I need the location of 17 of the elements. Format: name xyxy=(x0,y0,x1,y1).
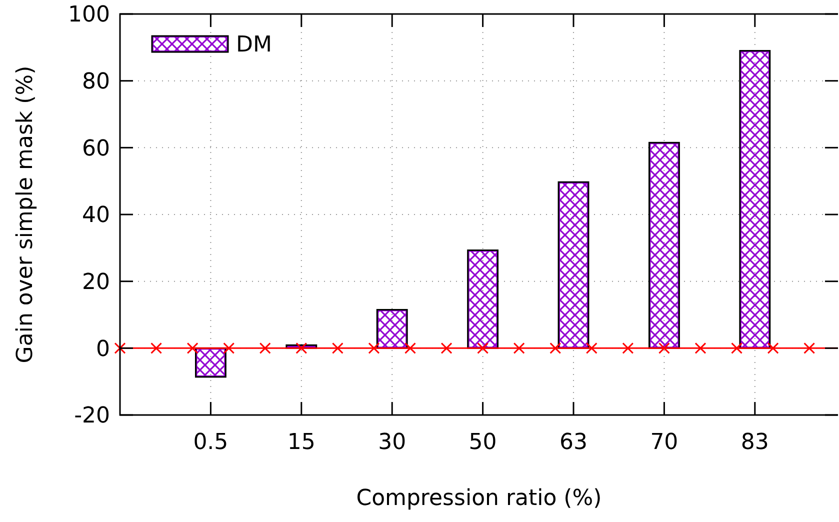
y-axis-title: Gain over simple mask (%) xyxy=(13,66,38,364)
y-tick-label: 60 xyxy=(82,136,110,162)
x-tick-label: 50 xyxy=(468,430,497,455)
y-tick-label: -20 xyxy=(74,404,110,429)
x-axis-title: Compression ratio (%) xyxy=(356,486,602,511)
x-tick-label: 70 xyxy=(650,430,678,455)
x-tick-label: 0.5 xyxy=(193,430,228,455)
y-tick-label: 20 xyxy=(82,270,110,296)
y-tick-label: 100 xyxy=(68,2,110,28)
x-tick-label: 83 xyxy=(740,430,769,455)
x-tick-label: 63 xyxy=(560,430,588,455)
y-tick-label: 80 xyxy=(82,70,110,95)
x-tick-label: 30 xyxy=(378,430,406,455)
y-tick-label: 0 xyxy=(96,336,110,362)
x-tick-label: 15 xyxy=(287,430,316,455)
legend-label: DM xyxy=(236,32,272,58)
y-tick-label: 40 xyxy=(82,203,110,228)
